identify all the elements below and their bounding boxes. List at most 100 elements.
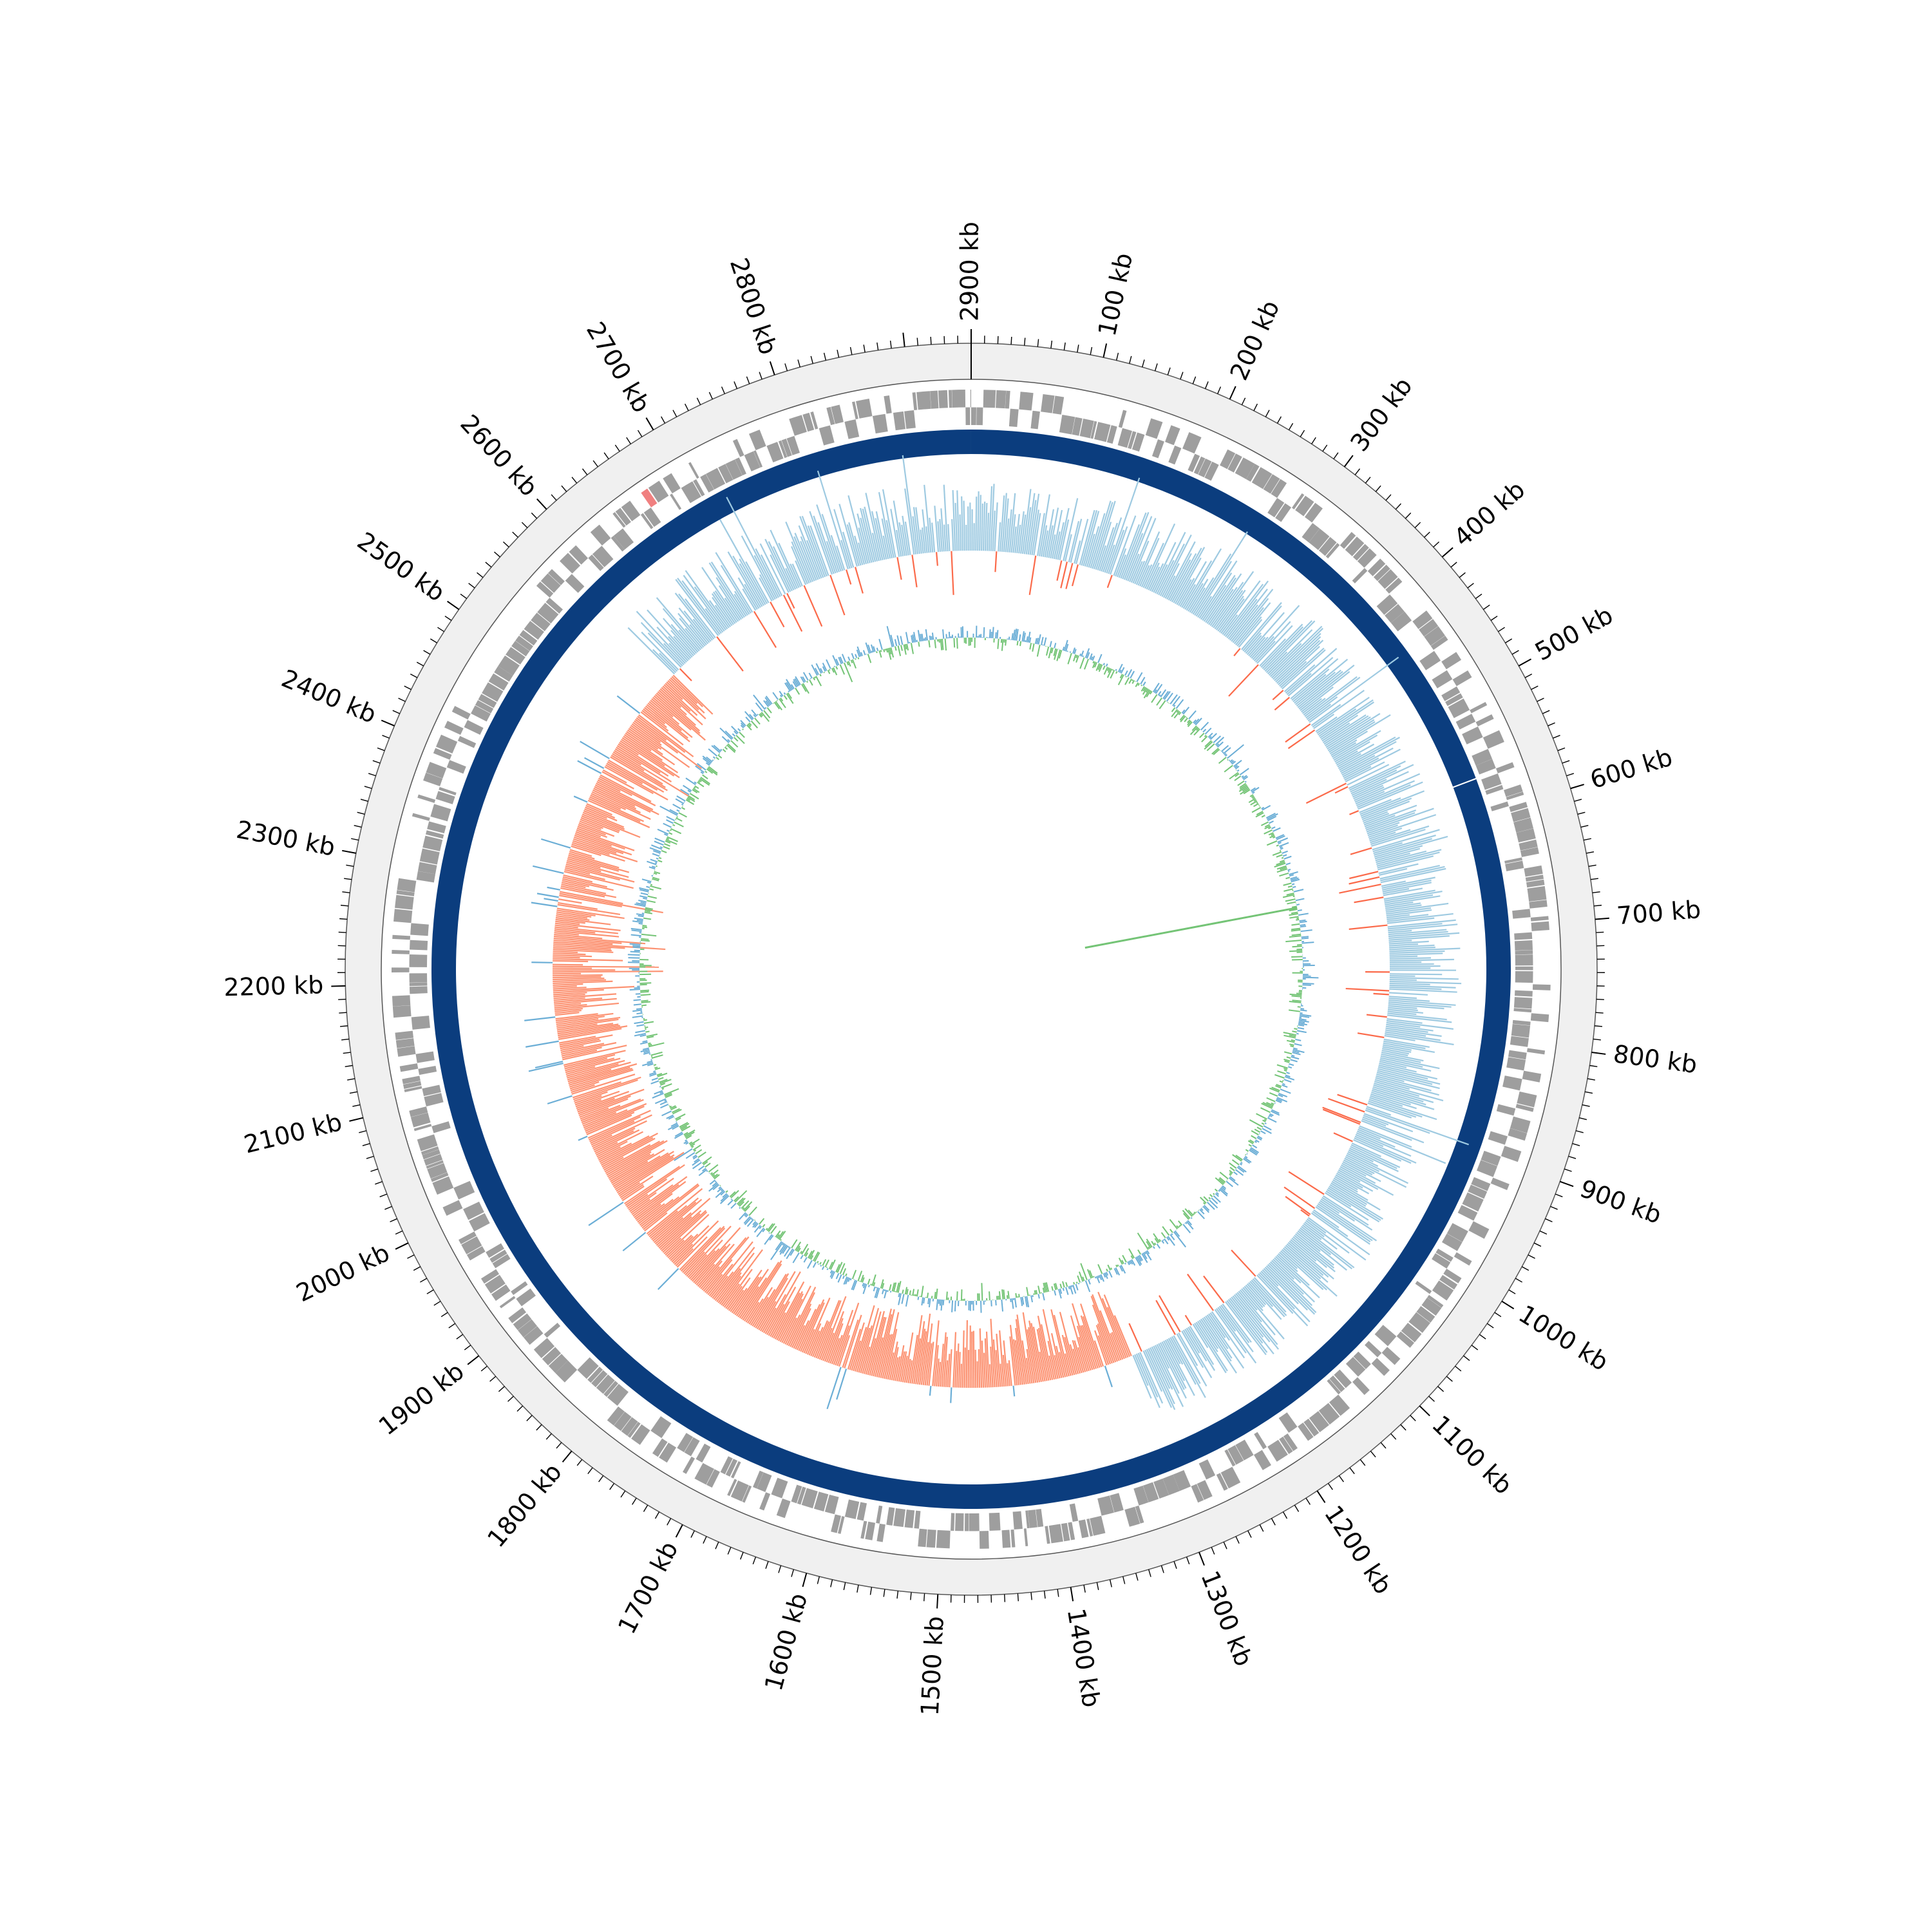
gc-skew-bar bbox=[998, 522, 1001, 552]
gc-content-bar bbox=[764, 706, 767, 709]
gc-content-bar bbox=[1105, 663, 1108, 667]
gc-skew-bar bbox=[947, 524, 951, 551]
gc-skew-bar bbox=[604, 766, 654, 795]
gc-skew-bar bbox=[553, 937, 622, 944]
gc-skew-bar bbox=[683, 610, 710, 643]
gc-skew-bar bbox=[694, 1243, 731, 1285]
gc-skew-bar bbox=[607, 761, 658, 791]
minor-tick bbox=[849, 346, 853, 355]
feature-block bbox=[1340, 531, 1356, 549]
gc-content-bar bbox=[820, 1264, 822, 1267]
gc-skew-bar bbox=[1389, 958, 1454, 961]
gc-content-bar bbox=[1269, 835, 1275, 838]
gc-skew-bar bbox=[1361, 800, 1410, 820]
gc-skew-bar bbox=[555, 918, 585, 924]
gc-skew-bar bbox=[1192, 1323, 1209, 1349]
gc-skew-bar bbox=[1287, 729, 1316, 750]
gc-skew-bar bbox=[1336, 743, 1375, 766]
gc-skew-bar bbox=[732, 555, 763, 607]
minor-tick bbox=[360, 799, 368, 802]
gc-content-bar bbox=[650, 1059, 652, 1061]
gc-content-bar bbox=[1294, 1043, 1302, 1046]
gc-skew-bar bbox=[1387, 1010, 1417, 1016]
feature-block bbox=[416, 871, 435, 883]
gc-skew-bar bbox=[618, 1151, 685, 1195]
minor-tick bbox=[1247, 1530, 1252, 1538]
gc-skew-bar bbox=[547, 1095, 573, 1104]
gc-skew-bar bbox=[1010, 514, 1016, 553]
gc-skew-bar bbox=[747, 1298, 764, 1324]
gc-skew-bar bbox=[1001, 493, 1007, 552]
gc-skew-bar bbox=[1377, 1070, 1433, 1085]
gc-skew-bar bbox=[625, 1164, 685, 1206]
gc-skew-bar bbox=[1375, 848, 1421, 862]
gc-skew-bar bbox=[1253, 1277, 1287, 1313]
gc-content-bar bbox=[1143, 689, 1150, 699]
gc-content-bar bbox=[1258, 804, 1260, 806]
gc-content-bar bbox=[734, 1190, 748, 1203]
gc-skew-bar bbox=[656, 1198, 711, 1246]
gc-content-bar bbox=[1079, 657, 1085, 669]
feature-block bbox=[1371, 1358, 1390, 1376]
gc-skew-bar bbox=[1061, 1334, 1074, 1376]
feature-block bbox=[1198, 459, 1212, 478]
gc-skew-bar bbox=[1003, 498, 1009, 553]
gc-content-bar bbox=[1240, 1162, 1243, 1164]
gc-content-bar bbox=[641, 1061, 654, 1066]
gc-skew-bar bbox=[601, 771, 634, 790]
gc-skew-bar bbox=[554, 1003, 582, 1007]
feature-block bbox=[1353, 1351, 1371, 1370]
gc-content-bar bbox=[800, 1255, 804, 1260]
minor-tick bbox=[1574, 799, 1582, 802]
gc-skew-bar bbox=[1329, 1184, 1367, 1207]
gc-content-bar bbox=[822, 662, 828, 671]
feature-block bbox=[1441, 686, 1461, 701]
gc-skew-bar bbox=[864, 1311, 882, 1374]
gc-skew-bar bbox=[1080, 1325, 1095, 1370]
gc-content-bar bbox=[1261, 1103, 1273, 1110]
gc-skew-bar bbox=[893, 1357, 899, 1381]
feature-block bbox=[590, 524, 611, 546]
feature-block bbox=[423, 772, 443, 786]
gc-content-bar bbox=[897, 645, 902, 656]
gc-skew-bar bbox=[1385, 902, 1421, 909]
gc-content-bar bbox=[862, 1282, 865, 1287]
gc-content-bar bbox=[1108, 1271, 1113, 1278]
minor-tick bbox=[598, 1475, 604, 1482]
minor-tick bbox=[1037, 339, 1039, 347]
gc-content-track bbox=[627, 625, 1319, 1313]
gc-content-bar bbox=[829, 1271, 834, 1278]
feature-block bbox=[938, 390, 948, 408]
gc-skew-bar bbox=[891, 1347, 899, 1381]
gc-content-bar bbox=[1023, 632, 1026, 642]
minor-tick bbox=[1167, 367, 1171, 375]
gc-skew-bar bbox=[621, 1185, 645, 1202]
gc-content-bar bbox=[1279, 872, 1289, 877]
gc-skew-bar bbox=[1376, 1073, 1405, 1083]
gc-content-bar bbox=[1251, 795, 1255, 799]
gc-skew-bar bbox=[1370, 1093, 1417, 1110]
gc-skew-bar bbox=[1050, 1333, 1063, 1378]
gc-content-bar bbox=[780, 697, 784, 702]
gc-skew-bar bbox=[785, 568, 797, 590]
gc-skew-bar bbox=[558, 1025, 628, 1039]
feature-block bbox=[536, 582, 554, 598]
gc-skew-bar bbox=[626, 1178, 668, 1208]
gc-skew-bar bbox=[589, 796, 644, 822]
gc-skew-bar bbox=[652, 1198, 703, 1242]
feature-block bbox=[511, 641, 530, 657]
feature-block bbox=[1061, 1522, 1070, 1542]
gc-content-bar bbox=[675, 798, 685, 804]
gc-content-bar bbox=[697, 781, 705, 788]
gc-content-bar bbox=[638, 922, 643, 925]
gc-content-bar bbox=[764, 697, 772, 706]
gc-skew-bar bbox=[1134, 560, 1146, 585]
gc-skew-bar bbox=[1355, 790, 1385, 805]
gc-content-bar bbox=[1166, 692, 1173, 702]
gc-skew-bar bbox=[1333, 1132, 1353, 1142]
gc-content-bar bbox=[1278, 842, 1282, 844]
gc-skew-bar bbox=[1148, 566, 1160, 591]
gc-skew-bar bbox=[576, 1090, 630, 1111]
gc-skew-bar bbox=[1287, 1242, 1329, 1278]
gc-skew-bar bbox=[697, 1244, 735, 1287]
